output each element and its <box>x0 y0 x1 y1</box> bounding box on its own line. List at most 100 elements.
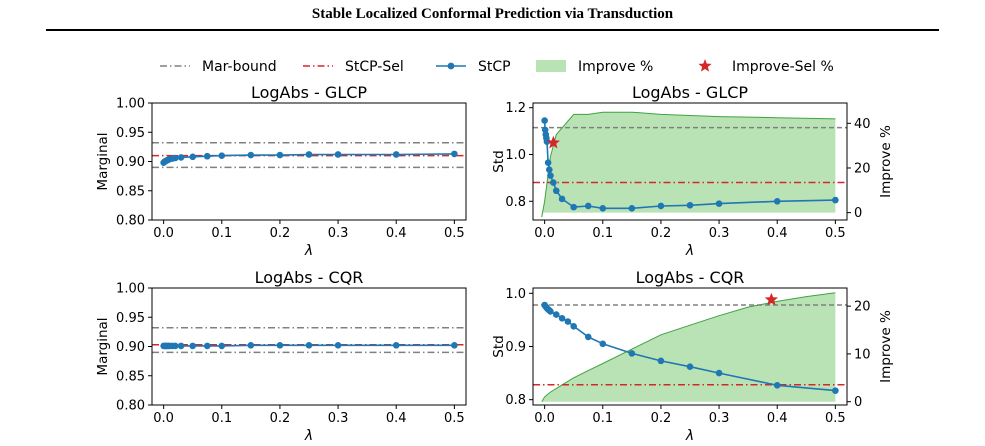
x-tick-label: 0.1 <box>592 226 613 241</box>
stcp-point <box>276 342 284 349</box>
x-tick-label: 0.2 <box>270 226 291 241</box>
stcp-point <box>832 387 839 394</box>
stcp-point <box>715 369 723 377</box>
y-tick-label: 0.95 <box>116 126 145 141</box>
x-tick-label: 0.3 <box>709 226 730 241</box>
x-tick-label: 0.4 <box>767 226 788 241</box>
x-tick-label: 0.0 <box>534 411 555 426</box>
x-tick-label: 0.1 <box>211 226 232 241</box>
x-tick-label: 0.3 <box>328 226 349 241</box>
x-tick-label: 0.1 <box>211 411 232 426</box>
stcp-point <box>550 179 557 186</box>
chart-panel: 0.0 0.1 0.2 0.3 0.4 0.5 0.80 0.85 0.90 0.95 1.00 Lo… <box>95 268 467 444</box>
stcp-point <box>305 151 313 158</box>
stcp-point <box>203 342 211 350</box>
stcp-point <box>171 342 179 350</box>
stcp-point <box>599 205 607 212</box>
stcp-point <box>832 196 839 204</box>
y-axis-label: Marginal <box>95 317 111 375</box>
stcp-point <box>599 340 607 348</box>
y-tick-label: 0.9 <box>505 340 526 355</box>
improve-area <box>541 112 836 218</box>
x-axis-label: λ <box>685 428 694 444</box>
stcp-point <box>177 342 185 350</box>
stcp-point <box>203 152 211 160</box>
y-axis-label: Marginal <box>95 132 111 190</box>
stcp-point <box>686 363 694 371</box>
stcp-point <box>544 159 552 166</box>
stcp-point <box>584 333 592 341</box>
y-tick-label: 0.85 <box>116 369 145 384</box>
y-tick-label: 0.80 <box>116 399 145 414</box>
stcp-point <box>392 151 400 158</box>
y-axis-label: Std <box>491 150 507 172</box>
y-tick-label: 1.0 <box>505 287 526 302</box>
x-tick-label: 0.3 <box>709 411 730 426</box>
y-tick-label: 1.0 <box>505 148 526 163</box>
legend-label: Improve-Sel % <box>732 59 834 75</box>
chart-title: LogAbs - GLCP <box>632 83 748 102</box>
legend-item: Mar-bound <box>160 59 277 75</box>
y-tick-label: 0.80 <box>116 214 145 229</box>
y2-axis-label: Improve % <box>878 125 894 198</box>
stcp-point <box>686 201 694 209</box>
x-axis-label: λ <box>304 243 313 259</box>
improve-sel-star <box>546 135 561 149</box>
stcp-point <box>218 152 226 159</box>
legend-item: StCP <box>436 59 511 75</box>
stcp-point <box>451 150 458 158</box>
y2-axis-label: Improve % <box>878 310 894 383</box>
stcp-point <box>773 197 781 205</box>
stcp-point <box>305 342 313 349</box>
stcp-point <box>247 151 255 159</box>
x-tick-label: 0.4 <box>386 411 407 426</box>
x-axis-label: λ <box>685 243 694 259</box>
stcp-point <box>570 203 578 211</box>
stcp-point <box>558 315 566 322</box>
stcp-point <box>657 357 665 365</box>
stcp-point <box>552 311 560 318</box>
y-axis-label: Std <box>491 335 507 357</box>
y2-tick-label: 20 <box>854 161 871 176</box>
y-tick-label: 1.00 <box>116 97 145 112</box>
improve-line <box>541 292 836 402</box>
legend-item: Improve-Sel % <box>698 59 834 75</box>
y2-tick-label: 0 <box>854 395 862 410</box>
stcp-point <box>570 322 578 330</box>
chart-title: LogAbs - CQR <box>255 268 364 287</box>
x-tick-label: 0.2 <box>651 411 672 426</box>
stcp-point <box>177 154 185 161</box>
x-tick-label: 0.2 <box>651 226 672 241</box>
stcp-point <box>276 151 284 159</box>
legend-swatch-patch <box>536 60 566 72</box>
stcp-point <box>334 342 342 349</box>
improve-sel-star <box>764 292 779 306</box>
chart-panel: 0.0 0.1 0.2 0.3 0.4 0.5 0.8 1.0 1.2 0 20 40 Improve … <box>491 83 894 259</box>
x-tick-label: 0.3 <box>328 411 349 426</box>
chart-title: LogAbs - CQR <box>636 268 745 287</box>
legend-label: Mar-bound <box>202 59 277 75</box>
stcp-point <box>171 154 179 162</box>
plot-frame <box>532 102 848 221</box>
improve-area <box>541 292 836 402</box>
chart-panel: 0.0 0.1 0.2 0.3 0.4 0.5 0.8 0.9 1.0 0 10 20 Improve … <box>491 268 894 444</box>
stcp-point <box>773 382 781 389</box>
stcp-point <box>218 342 226 350</box>
y-tick-label: 0.8 <box>505 195 526 210</box>
legend-label: Improve % <box>578 59 653 75</box>
title-rule <box>46 29 939 31</box>
stcp-point <box>189 153 197 161</box>
y-tick-label: 0.85 <box>116 184 145 199</box>
stcp-point <box>558 195 566 203</box>
legend: Mar-bound StCP-Sel StCP Improve % Improve-Se… <box>160 59 834 75</box>
stcp-point <box>584 202 592 210</box>
x-tick-label: 0.0 <box>153 226 174 241</box>
stcp-point <box>543 138 551 145</box>
x-tick-label: 0.5 <box>444 411 465 426</box>
y2-tick-label: 0 <box>854 206 862 221</box>
stcp-point <box>547 172 554 179</box>
x-tick-label: 0.0 <box>534 226 555 241</box>
plot-frame <box>151 102 467 221</box>
legend-label: StCP-Sel <box>345 59 404 75</box>
charts: 0.0 0.1 0.2 0.3 0.4 0.50.800.850.900.951.00Lo… <box>95 83 894 444</box>
